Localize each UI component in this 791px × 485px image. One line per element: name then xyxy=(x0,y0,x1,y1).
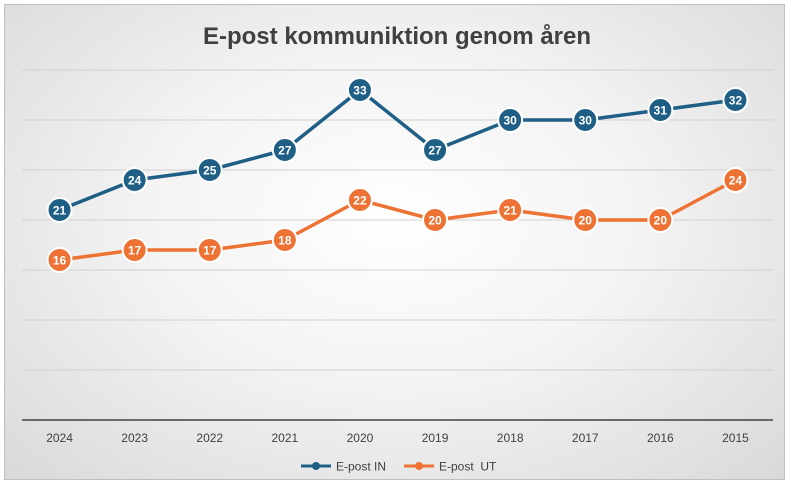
data-label: 30 xyxy=(503,114,517,128)
data-label: 31 xyxy=(654,104,668,118)
x-tick-label: 2015 xyxy=(722,431,749,445)
data-label: 21 xyxy=(503,204,517,218)
data-point xyxy=(722,167,749,193)
legend-label: E-post IN xyxy=(336,460,386,474)
x-tick-label: 2022 xyxy=(196,431,223,445)
data-point xyxy=(572,207,599,233)
legend-marker xyxy=(415,462,423,470)
data-point xyxy=(121,237,148,263)
data-point xyxy=(572,107,599,133)
x-tick-label: 2016 xyxy=(647,431,674,445)
data-label: 30 xyxy=(579,114,593,128)
series-line xyxy=(57,178,738,262)
x-tick-label: 2020 xyxy=(347,431,374,445)
chart-title: E-post kommuniktion genom åren xyxy=(203,23,591,50)
x-axis-tick-labels: 2024 2023 2022 2021 2020 2019 2018 2017 2016 2015 xyxy=(46,431,749,445)
data-point xyxy=(271,137,298,163)
x-tick-label: 2021 xyxy=(271,431,298,445)
data-point xyxy=(722,87,749,113)
data-label: 17 xyxy=(203,244,217,258)
data-label: 17 xyxy=(128,244,142,258)
x-tick-label: 2019 xyxy=(422,431,449,445)
data-label: 33 xyxy=(353,84,367,98)
series-line xyxy=(57,88,738,212)
legend-marker xyxy=(312,462,320,470)
data-label: 20 xyxy=(428,214,442,228)
data-point xyxy=(346,187,373,213)
x-tick-label: 2024 xyxy=(46,431,73,445)
data-label: 24 xyxy=(729,174,743,188)
data-label: 21 xyxy=(53,204,67,218)
data-point xyxy=(346,77,373,103)
data-label: 20 xyxy=(654,214,668,228)
series-1: 21 24 25 27 33 27 30 30 31 32 xyxy=(46,77,749,223)
data-label: 20 xyxy=(579,214,593,228)
data-label: 27 xyxy=(278,144,292,158)
data-point xyxy=(121,167,148,193)
data-point xyxy=(422,207,449,233)
data-point xyxy=(647,97,674,123)
data-label: 32 xyxy=(729,94,743,108)
data-label: 24 xyxy=(128,174,142,188)
data-point xyxy=(422,137,449,163)
data-point xyxy=(647,207,674,233)
series-2: 16 17 17 18 22 20 21 20 20 24 xyxy=(46,167,749,273)
data-point xyxy=(46,197,73,223)
data-label: 27 xyxy=(428,144,442,158)
data-label: 25 xyxy=(203,164,217,178)
data-label: 18 xyxy=(278,234,292,248)
data-point xyxy=(497,107,524,133)
legend: E-post IN E-post UT xyxy=(301,460,497,474)
x-tick-label: 2018 xyxy=(497,431,524,445)
data-point xyxy=(271,227,298,253)
data-label: 22 xyxy=(353,194,367,208)
x-tick-label: 2017 xyxy=(572,431,599,445)
x-tick-label: 2023 xyxy=(121,431,148,445)
data-point xyxy=(497,197,524,223)
data-point xyxy=(196,157,223,183)
legend-label: E-post UT xyxy=(439,460,497,474)
data-point xyxy=(46,247,73,273)
data-label: 16 xyxy=(53,254,67,268)
series-group: 21 24 25 27 33 27 30 30 31 32 16 17 17 18 22 20 21 20 20 24 xyxy=(46,77,749,273)
legend-item: E-post UT xyxy=(404,460,497,474)
data-point xyxy=(196,237,223,263)
legend-item: E-post IN xyxy=(301,460,386,474)
